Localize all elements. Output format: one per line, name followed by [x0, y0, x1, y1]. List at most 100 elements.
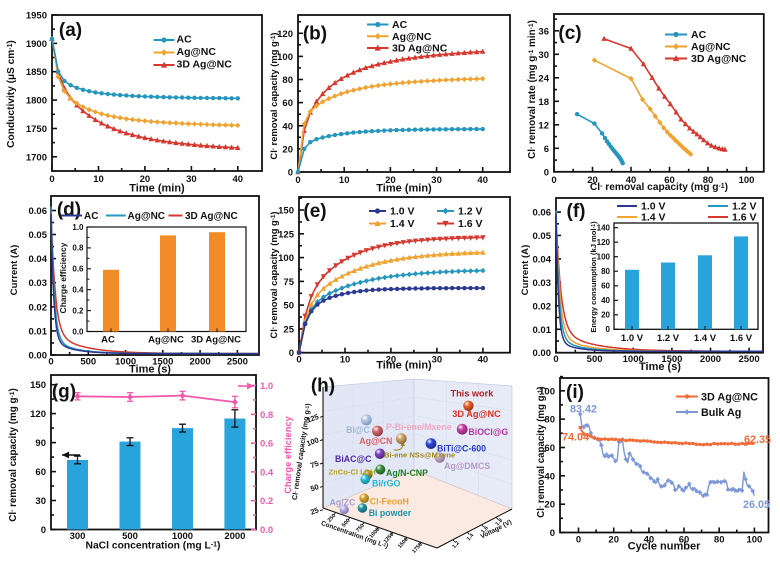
svg-text:(a): (a): [59, 20, 82, 41]
svg-text:Bi powder: Bi powder: [369, 508, 412, 518]
svg-text:0.4: 0.4: [260, 467, 274, 478]
svg-text:1500: 1500: [152, 357, 173, 368]
svg-text:Cl- removal capacity (mg g-1): Cl- removal capacity (mg g-1): [590, 182, 728, 193]
svg-text:20: 20: [608, 535, 619, 546]
svg-text:1.0: 1.0: [260, 381, 273, 392]
svg-text:0: 0: [550, 528, 555, 539]
svg-text:0.03: 0.03: [29, 278, 48, 289]
svg-text:0.02: 0.02: [533, 301, 552, 312]
svg-text:500: 500: [341, 518, 352, 529]
svg-text:0.01: 0.01: [533, 325, 552, 336]
svg-text:10: 10: [339, 175, 350, 186]
svg-text:60: 60: [679, 535, 690, 546]
svg-text:150: 150: [278, 206, 294, 217]
svg-text:AC: AC: [177, 34, 193, 46]
svg-text:1.6 V: 1.6 V: [730, 333, 753, 344]
svg-text:1.2 V: 1.2 V: [458, 206, 483, 218]
svg-text:Time (s): Time (s): [129, 364, 171, 376]
svg-text:1.0 V: 1.0 V: [621, 333, 644, 344]
svg-text:AC: AC: [691, 29, 707, 41]
svg-text:BiTi@C-600: BiTi@C-600: [437, 444, 486, 454]
svg-text:30: 30: [35, 496, 46, 507]
svg-text:Current (A): Current (A): [520, 245, 531, 296]
svg-text:Current (A): Current (A): [9, 245, 20, 296]
svg-text:Bi-ene NSs@Mxene: Bi-ene NSs@Mxene: [384, 451, 455, 460]
svg-text:(d): (d): [57, 200, 81, 221]
svg-text:50: 50: [283, 301, 294, 312]
svg-text:0.8: 0.8: [72, 244, 84, 253]
svg-text:100: 100: [597, 253, 611, 262]
svg-text:50: 50: [309, 482, 320, 493]
svg-text:Ag@NC: Ag@NC: [177, 46, 217, 58]
svg-text:80: 80: [282, 75, 293, 86]
svg-text:Ag@NC: Ag@NC: [392, 31, 432, 43]
svg-text:0.03: 0.03: [533, 278, 552, 289]
svg-text:1000: 1000: [115, 357, 136, 368]
svg-text:62.35: 62.35: [744, 434, 771, 446]
svg-text:AC: AC: [392, 19, 408, 31]
svg-text:AC: AC: [84, 211, 98, 222]
svg-text:90: 90: [35, 438, 46, 449]
svg-text:60: 60: [35, 467, 46, 478]
svg-text:Charge efficiency: Charge efficiency: [58, 242, 68, 313]
svg-text:20: 20: [601, 311, 610, 320]
svg-text:25: 25: [283, 324, 294, 335]
svg-text:100: 100: [277, 52, 293, 63]
svg-text:BiOCl@G: BiOCl@G: [468, 427, 508, 437]
svg-text:1.0: 1.0: [72, 223, 84, 232]
svg-text:Bi@C: Bi@C: [346, 425, 370, 435]
svg-text:0: 0: [544, 167, 549, 178]
svg-text:0.6: 0.6: [72, 265, 84, 274]
svg-text:Ag@DMCS: Ag@DMCS: [444, 461, 490, 471]
svg-text:(f): (f): [567, 201, 586, 222]
svg-text:100: 100: [305, 435, 320, 448]
svg-text:1.0 V: 1.0 V: [641, 201, 666, 213]
svg-text:25: 25: [309, 505, 320, 516]
svg-text:80: 80: [703, 175, 714, 186]
svg-text:20: 20: [587, 175, 598, 186]
svg-text:0.04: 0.04: [29, 254, 48, 265]
svg-text:(i): (i): [566, 382, 584, 403]
svg-text:83.42: 83.42: [570, 404, 597, 416]
svg-text:3D Ag@NC: 3D Ag@NC: [392, 43, 448, 55]
svg-text:3D Ag@NC: 3D Ag@NC: [691, 53, 747, 65]
svg-text:0.00: 0.00: [533, 348, 552, 359]
svg-text:20: 20: [386, 355, 397, 366]
svg-text:250: 250: [327, 513, 338, 524]
svg-text:1.0 V: 1.0 V: [390, 206, 415, 218]
svg-text:60: 60: [601, 282, 610, 291]
svg-text:100: 100: [539, 386, 555, 397]
svg-text:0.4: 0.4: [72, 286, 84, 295]
svg-text:0.2: 0.2: [260, 496, 273, 507]
svg-text:1700: 1700: [26, 152, 47, 163]
svg-text:125: 125: [278, 229, 295, 240]
svg-text:150: 150: [30, 380, 46, 391]
svg-text:0: 0: [551, 175, 556, 186]
svg-text:Ag@NC: Ag@NC: [128, 211, 166, 222]
svg-text:30: 30: [538, 50, 549, 61]
svg-text:30: 30: [186, 174, 197, 185]
svg-text:NaCl concentration (mg L-1): NaCl concentration (mg L-1): [86, 541, 221, 552]
svg-text:Ag@NC: Ag@NC: [691, 41, 731, 53]
svg-text:0.0: 0.0: [260, 525, 273, 536]
svg-text:0: 0: [295, 175, 300, 186]
svg-text:30: 30: [431, 175, 442, 186]
svg-text:0: 0: [553, 354, 558, 365]
svg-text:120: 120: [30, 409, 46, 420]
svg-text:100: 100: [746, 535, 762, 546]
svg-text:0.06: 0.06: [29, 206, 48, 217]
svg-text:26.05: 26.05: [743, 499, 770, 511]
svg-text:0: 0: [576, 535, 581, 546]
svg-text:0: 0: [296, 355, 301, 366]
svg-text:0: 0: [606, 325, 611, 334]
svg-text:Bi/rGO: Bi/rGO: [372, 479, 401, 489]
svg-text:500: 500: [122, 531, 138, 542]
svg-text:75: 75: [283, 277, 294, 288]
svg-text:0.6: 0.6: [260, 439, 273, 450]
svg-text:36: 36: [538, 26, 549, 37]
svg-text:80: 80: [544, 415, 555, 426]
svg-text:0.05: 0.05: [533, 231, 552, 242]
svg-text:Ag/ZC: Ag/ZC: [330, 498, 357, 508]
svg-text:300: 300: [70, 531, 86, 542]
svg-text:3D Ag@NC: 3D Ag@NC: [185, 211, 238, 222]
